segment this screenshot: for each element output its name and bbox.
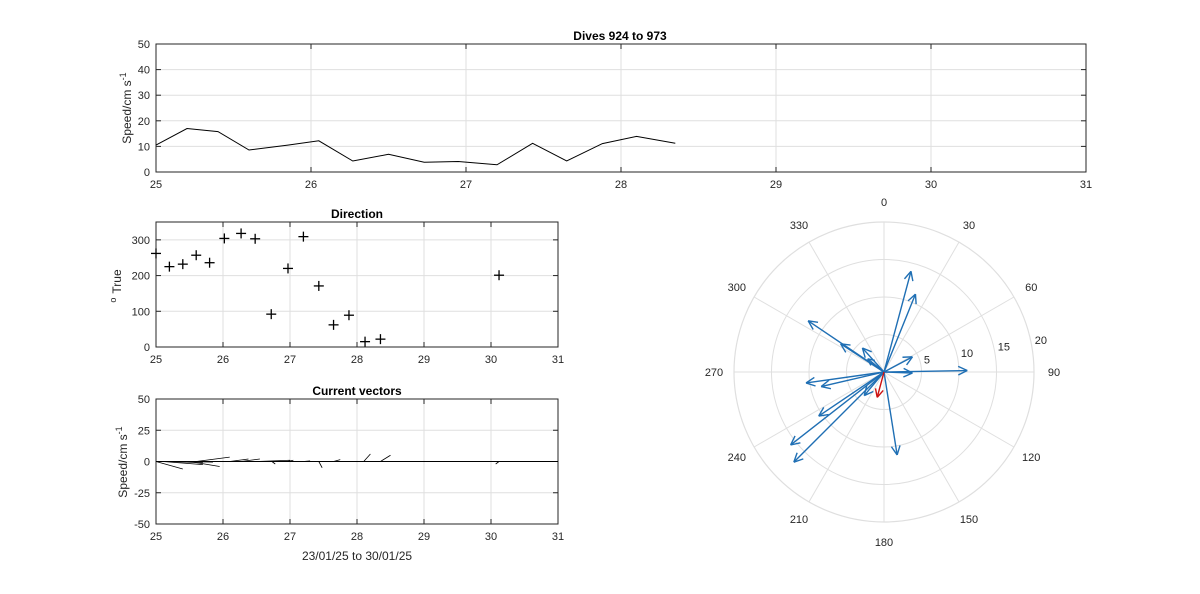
vectors-plot-title: Current vectors [312, 384, 402, 398]
speed-plot-y-tick-label: 50 [138, 39, 150, 51]
speed-plot-x-tick-label: 25 [150, 179, 162, 191]
polar-angle-label: 30 [963, 220, 975, 232]
vectors-plot-x-tick-label: 27 [284, 531, 296, 543]
vectors-plot-x-tick-label: 28 [351, 531, 363, 543]
speed-plot-y-tick-label: 0 [144, 167, 150, 179]
vectors-plot-x-tick-label: 25 [150, 531, 162, 543]
polar-current-vector-head [915, 294, 916, 304]
speed-plot-y-axis-label-superscript: -1 [118, 72, 128, 80]
direction-plot-x-tick-label: 30 [485, 354, 497, 366]
speed-plot-y-tick-label: 20 [138, 116, 150, 128]
vectors-plot-y-tick-label: 25 [138, 425, 150, 437]
vectors-plot-x-tick-label: 26 [217, 531, 229, 543]
direction-plot-y-tick-label: 200 [132, 271, 150, 283]
polar-angle-label: 270 [705, 367, 723, 379]
vectors-plot-y-tick-label: 0 [144, 457, 150, 469]
polar-angle-label: 120 [1022, 452, 1040, 464]
polar-angle-label: 90 [1048, 367, 1060, 379]
polar-angle-label: 330 [790, 220, 808, 232]
vectors-plot-y-tick-label: -50 [134, 519, 150, 531]
vectors-plot-x-axis-label: 23/01/25 to 30/01/25 [302, 549, 412, 563]
direction-plot-x-tick-label: 31 [552, 354, 564, 366]
speed-plot-x-tick-label: 31 [1080, 179, 1092, 191]
polar-angle-label: 240 [728, 452, 746, 464]
speed-plot-title: Dives 924 to 973 [573, 29, 667, 43]
direction-plot-y-tick-label: 0 [144, 342, 150, 354]
direction-plot-y-tick-label: 300 [132, 235, 150, 247]
polar-radius-label: 15 [998, 341, 1010, 353]
speed-plot-y-axis-label: Speed/cm s-1 [118, 72, 134, 143]
direction-plot-x-tick-label: 29 [418, 354, 430, 366]
speed-plot-y-tick-label: 40 [138, 65, 150, 77]
direction-plot-x-tick-label: 28 [351, 354, 363, 366]
direction-plot-x-tick-label: 26 [217, 354, 229, 366]
speed-plot-x-tick-label: 29 [770, 179, 782, 191]
vectors-plot-y-axis-label: Speed/cm s-1 [114, 426, 130, 497]
speed-plot-x-tick-label: 26 [305, 179, 317, 191]
vectors-plot-y-tick-label: -25 [134, 488, 150, 500]
direction-plot-x-tick-label: 25 [150, 354, 162, 366]
speed-plot-x-tick-label: 27 [460, 179, 472, 191]
vectors-plot-x-tick-label: 29 [418, 531, 430, 543]
direction-plot-title: Direction [331, 207, 383, 221]
polar-angle-label: 210 [790, 514, 808, 526]
vectors-plot-x-tick-label: 30 [485, 531, 497, 543]
polar-angle-label: 0 [881, 197, 887, 209]
vectors-plot-y-tick-label: 50 [138, 394, 150, 406]
polar-angle-label: 300 [728, 282, 746, 294]
speed-plot-y-tick-label: 10 [138, 141, 150, 153]
direction-plot-x-tick-label: 27 [284, 354, 296, 366]
polar-angle-label: 150 [960, 514, 978, 526]
vectors-plot-y-axis-label-text: Speed/cm s [116, 434, 130, 497]
direction-plot-y-axis-label-prefix: o [108, 298, 118, 303]
direction-plot-y-axis-label-text: True [110, 269, 124, 294]
vectors-plot-x-tick-label: 31 [552, 531, 564, 543]
polar-radius-label: 5 [924, 354, 930, 366]
polar-radius-label: 20 [1035, 335, 1047, 347]
direction-plot-y-tick-label: 100 [132, 306, 150, 318]
vectors-plot-y-axis-label-superscript: -1 [114, 426, 124, 434]
speed-plot-y-axis-label-text: Speed/cm s [120, 80, 134, 143]
polar-radius-label: 10 [961, 348, 973, 360]
polar-angle-label: 60 [1025, 282, 1037, 294]
polar-angle-label: 180 [875, 537, 893, 549]
speed-plot-x-tick-label: 28 [615, 179, 627, 191]
speed-plot-y-tick-label: 30 [138, 90, 150, 102]
speed-plot-x-tick-label: 30 [925, 179, 937, 191]
